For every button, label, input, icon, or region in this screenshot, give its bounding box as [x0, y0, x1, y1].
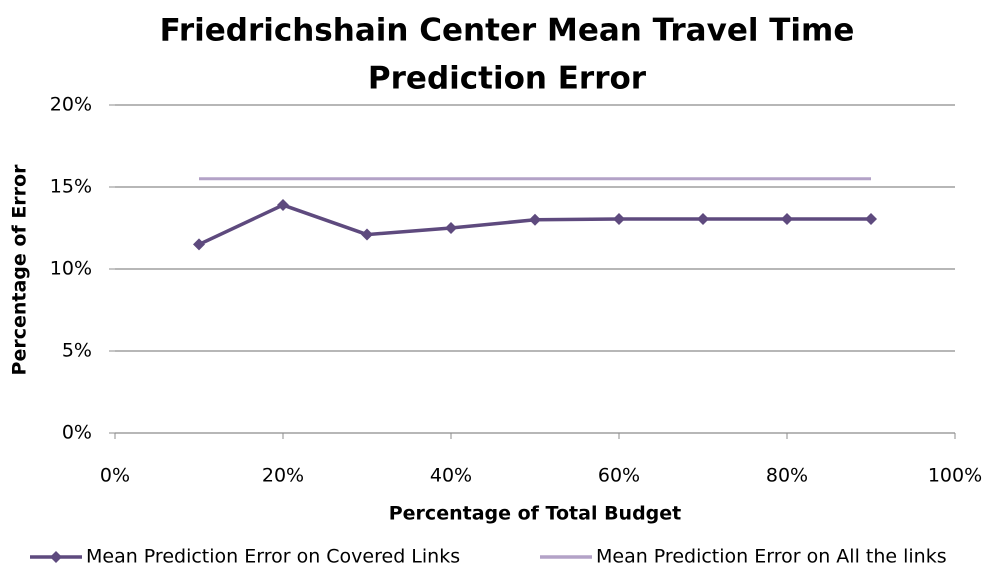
- marker: [781, 212, 793, 225]
- marker: [697, 212, 709, 225]
- x-tick-label: 80%: [766, 465, 808, 487]
- y-tick-label: 5%: [62, 340, 92, 362]
- x-tick-label: 40%: [430, 465, 472, 487]
- y-axis-title: Percentage of Error: [9, 164, 31, 376]
- y-tick-label: 15%: [50, 176, 92, 198]
- chart-title: Friedrichshain Center Mean Travel Time: [160, 13, 855, 49]
- marker: [865, 212, 877, 225]
- marker: [613, 212, 625, 225]
- x-tick-label: 20%: [262, 465, 304, 487]
- legend-marker: [50, 551, 62, 563]
- marker: [277, 199, 289, 212]
- x-tick-label: 60%: [598, 465, 640, 487]
- legend-label: Mean Prediction Error on All the links: [596, 546, 947, 568]
- chart-title: Prediction Error: [368, 61, 647, 97]
- y-tick-label: 10%: [50, 258, 92, 280]
- x-tick-label: 100%: [928, 465, 982, 487]
- x-axis-title: Percentage of Total Budget: [389, 503, 682, 525]
- marker: [193, 238, 205, 251]
- marker: [529, 213, 541, 226]
- marker: [361, 228, 373, 241]
- x-tick-label: 0%: [100, 465, 130, 487]
- y-tick-label: 0%: [62, 422, 92, 444]
- y-tick-label: 20%: [50, 94, 92, 116]
- legend-label: Mean Prediction Error on Covered Links: [86, 546, 460, 568]
- marker: [445, 222, 457, 234]
